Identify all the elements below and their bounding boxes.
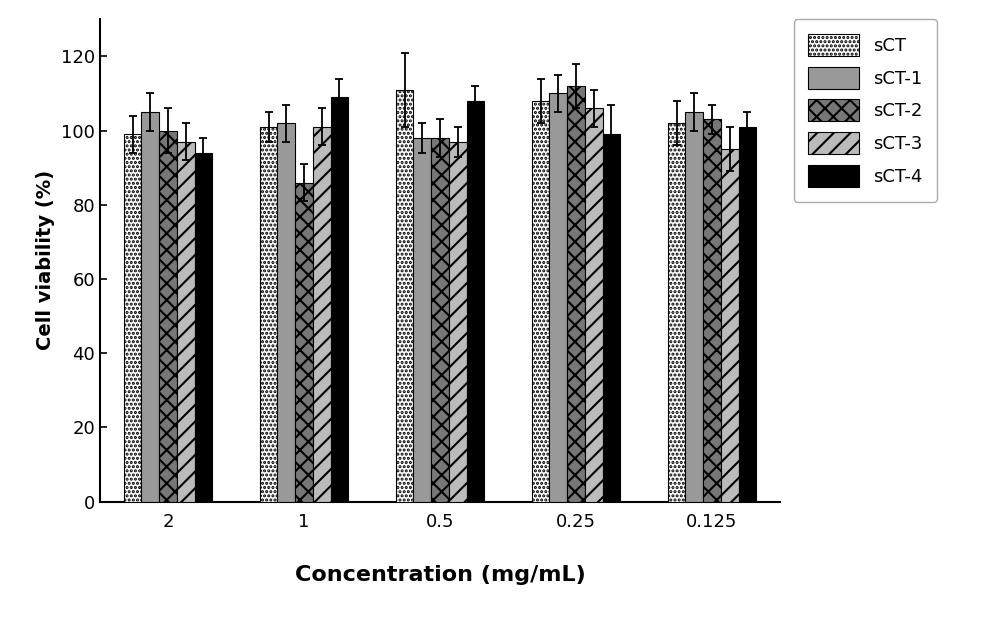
X-axis label: Concentration (mg/mL): Concentration (mg/mL)	[295, 565, 585, 585]
Bar	[396, 90, 413, 502]
Bar	[195, 153, 212, 502]
Bar	[449, 141, 467, 502]
Y-axis label: Cell viability (%): Cell viability (%)	[36, 170, 55, 350]
Legend: sCT, sCT-1, sCT-2, sCT-3, sCT-4: sCT, sCT-1, sCT-2, sCT-3, sCT-4	[794, 19, 937, 202]
Bar	[141, 112, 159, 502]
Bar	[295, 183, 313, 502]
Bar	[668, 123, 685, 502]
Bar	[585, 108, 603, 502]
Bar	[260, 127, 277, 502]
Bar	[532, 101, 549, 502]
Bar	[567, 86, 585, 502]
Bar	[721, 149, 739, 502]
Bar	[603, 134, 620, 502]
Bar	[159, 131, 177, 502]
Bar	[177, 141, 195, 502]
Bar	[467, 101, 484, 502]
Bar	[277, 123, 295, 502]
Bar	[431, 138, 449, 502]
Bar	[739, 127, 756, 502]
Bar	[331, 97, 348, 502]
Bar	[703, 120, 721, 502]
Bar	[124, 134, 141, 502]
Bar	[549, 93, 567, 502]
Bar	[413, 138, 431, 502]
Bar	[313, 127, 331, 502]
Bar	[685, 112, 703, 502]
